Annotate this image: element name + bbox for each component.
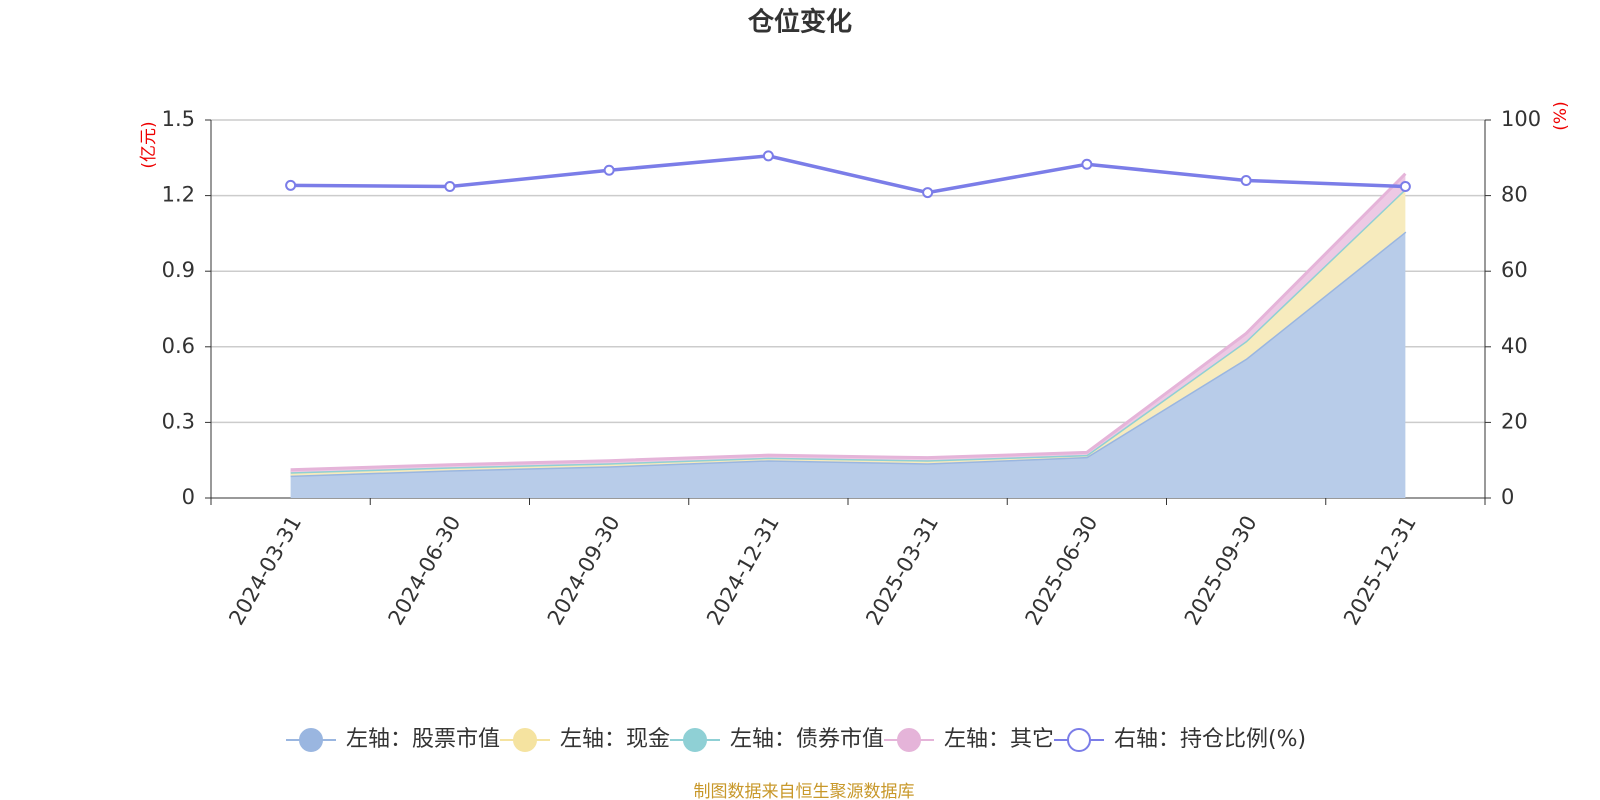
point [603, 164, 615, 176]
legend-label: 左轴：其它 [944, 727, 1054, 752]
y-tick-label: 0.9 [162, 258, 195, 282]
y2-tick-label: 40 [1501, 334, 1528, 358]
y2-tick-label: 80 [1501, 183, 1528, 207]
legend-marker [299, 728, 323, 752]
legend-marker [513, 728, 537, 752]
y-axis-label: (亿元) [139, 121, 159, 168]
y-tick-label: 0 [182, 485, 195, 509]
source-note: 制图数据来自恒生聚源数据库 [694, 782, 915, 800]
y2-tick-label: 0 [1501, 485, 1514, 509]
y-tick-label: 0.3 [162, 409, 195, 433]
x-tick-label: 2024-09-30 [543, 512, 625, 630]
legend-label: 右轴：持仓比例(%) [1114, 727, 1306, 752]
point [762, 150, 774, 162]
legend-label: 左轴：现金 [560, 727, 670, 752]
area-fill [290, 231, 1406, 499]
point [922, 187, 934, 199]
chart-title: 仓位变化 [747, 7, 852, 38]
x-tick-label: 2024-12-31 [702, 512, 784, 630]
point [444, 181, 456, 193]
legend-marker [683, 728, 707, 752]
point [1399, 181, 1411, 193]
line [290, 154, 1406, 195]
x-tick-label: 2025-06-30 [1021, 512, 1103, 630]
x-tick-label: 2025-09-30 [1180, 512, 1262, 630]
point [285, 179, 297, 191]
legend-label: 左轴：债券市值 [730, 727, 884, 752]
x-tick-label: 2024-06-30 [384, 512, 466, 630]
y2-axis-label: (%) [1551, 101, 1571, 130]
legend-marker [1067, 728, 1091, 752]
y-tick-label: 1.5 [162, 107, 195, 131]
y2-tick-label: 60 [1501, 258, 1528, 282]
y2-tick-label: 20 [1501, 409, 1528, 433]
x-tick-label: 2025-12-31 [1339, 512, 1421, 630]
y2-tick-label: 100 [1501, 107, 1541, 131]
legend-marker [897, 728, 921, 752]
y-tick-label: 0.6 [162, 334, 195, 358]
x-tick-label: 2025-03-31 [861, 512, 943, 630]
y-tick-label: 1.2 [162, 183, 195, 207]
x-tick-label: 2024-03-31 [224, 512, 306, 630]
legend-label: 左轴：股票市值 [346, 727, 500, 752]
point [1081, 158, 1093, 170]
point [1240, 174, 1252, 186]
area-line [290, 172, 1407, 472]
